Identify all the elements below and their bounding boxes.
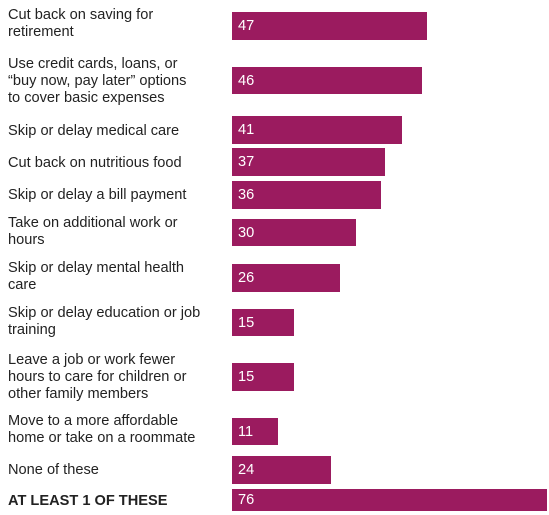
bar: [232, 12, 427, 40]
bar: [232, 363, 294, 391]
category-label: Skip or delay a bill payment: [8, 186, 187, 203]
value-label: 36: [238, 187, 255, 203]
value-label: 11: [238, 423, 254, 440]
bar: [232, 456, 331, 484]
value-label: 30: [238, 224, 255, 241]
category-label: Cut back on saving for retirement: [8, 7, 154, 40]
bar: [232, 489, 547, 511]
bar: [232, 116, 402, 144]
category-label: Skip or delay medical care: [8, 122, 180, 139]
category-label: Skip or delay education or job training: [8, 305, 201, 338]
category-label: Cut back on nutritious food: [8, 154, 182, 171]
category-label: Skip or delay mental health care: [8, 260, 185, 293]
value-label: 41: [238, 122, 255, 138]
bar: [232, 181, 381, 209]
value-label: 24: [238, 462, 255, 478]
category-label: Move to a more affordable home or take o…: [8, 413, 196, 446]
value-label: 76: [238, 492, 255, 508]
category-label: None of these: [8, 461, 99, 478]
value-label: 37: [238, 154, 255, 170]
bar: [232, 219, 356, 246]
category-label: Use credit cards, loans, or “buy now, pa…: [8, 55, 187, 106]
value-label: 46: [238, 72, 255, 89]
category-label: AT LEAST 1 OF THESE: [8, 492, 168, 509]
bar: [232, 309, 294, 336]
bar: [232, 148, 385, 176]
category-label: Leave a job or work fewer hours to care …: [8, 351, 187, 402]
bar: [232, 264, 340, 292]
bar: [232, 418, 278, 445]
value-label: 15: [238, 314, 255, 331]
value-label: 26: [238, 270, 255, 286]
bar: [232, 67, 422, 94]
value-label: 15: [238, 369, 255, 385]
category-label: Take on additional work or hours: [8, 215, 178, 248]
value-label: 47: [238, 18, 255, 34]
